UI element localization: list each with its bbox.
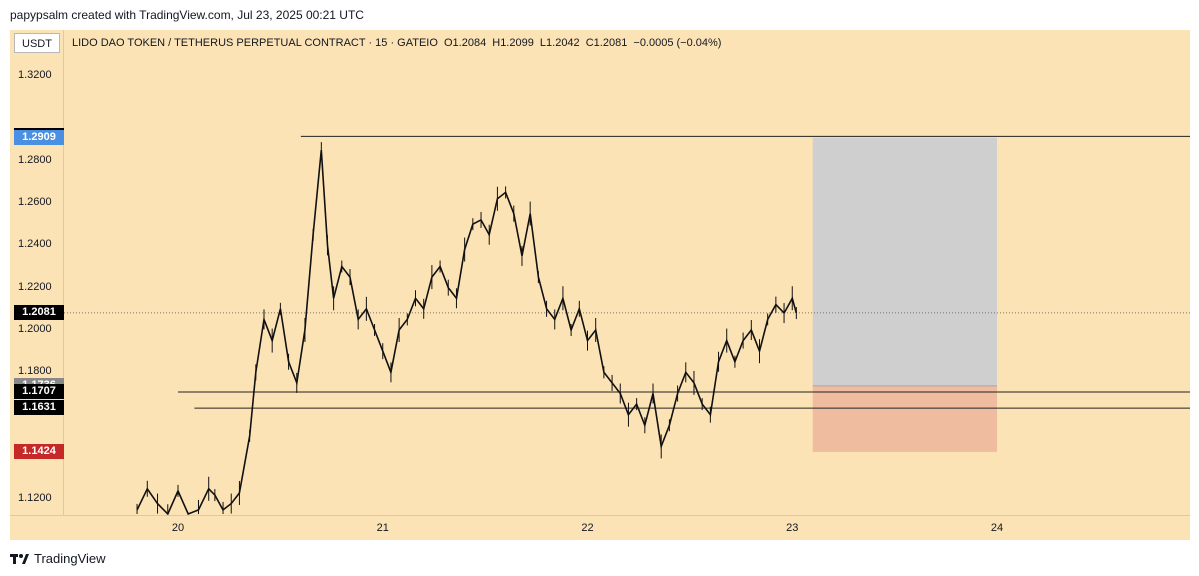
price-series-line [136,150,798,516]
legend-low: L1.2042 [539,37,580,49]
symbol-legend: LIDO DAO TOKEN / TETHERUS PERPETUAL CONT… [72,37,724,49]
legend-close: C1.2081 [585,37,628,49]
legend-change: −0.0005 (−0.04%) [633,37,722,49]
price-axis-separator [63,30,64,515]
x-tick-label: 20 [171,522,185,534]
y-tick-label: 1.1200 [18,492,52,505]
y-tick-label: 1.3200 [18,69,52,81]
take-profit-zone [812,137,997,386]
footer-brand: TradingView [10,551,106,566]
y-tick-label: 1.2600 [18,196,52,208]
time-axis-separator [10,515,1190,516]
price-axis-tag: 1.2909 [14,129,64,145]
x-tick-label: 23 [786,522,799,534]
y-tick-label: 1.2800 [18,153,52,166]
x-tick-label: 24 [990,522,1004,534]
chart-caption: papypsalm created with TradingView.com, … [10,8,364,22]
stop-loss-zone [812,385,997,452]
brand-name: TradingView [34,551,106,566]
x-tick-label: 21 [376,522,389,534]
legend-high: H1.2099 [492,37,534,49]
symbol-title: LIDO DAO TOKEN / TETHERUS PERPETUAL CONT… [72,37,438,49]
y-tick-label: 1.1800 [18,365,52,378]
y-tick-label: 1.2200 [18,280,52,293]
currency-button[interactable]: USDT [14,33,60,53]
price-axis-tag: 1.2081 [14,304,64,320]
x-tick-label: 22 [581,522,594,534]
price-axis-tag: 1.1631 [14,400,64,416]
tradingview-logo-icon [10,553,29,564]
legend-open: O1.2084 [443,37,487,49]
y-tick-label: 1.2000 [18,323,52,335]
y-tick-label: 1.2400 [18,238,52,251]
price-axis-tag: 1.1424 [14,443,64,459]
price-axis-tag: 1.1707 [14,384,64,400]
